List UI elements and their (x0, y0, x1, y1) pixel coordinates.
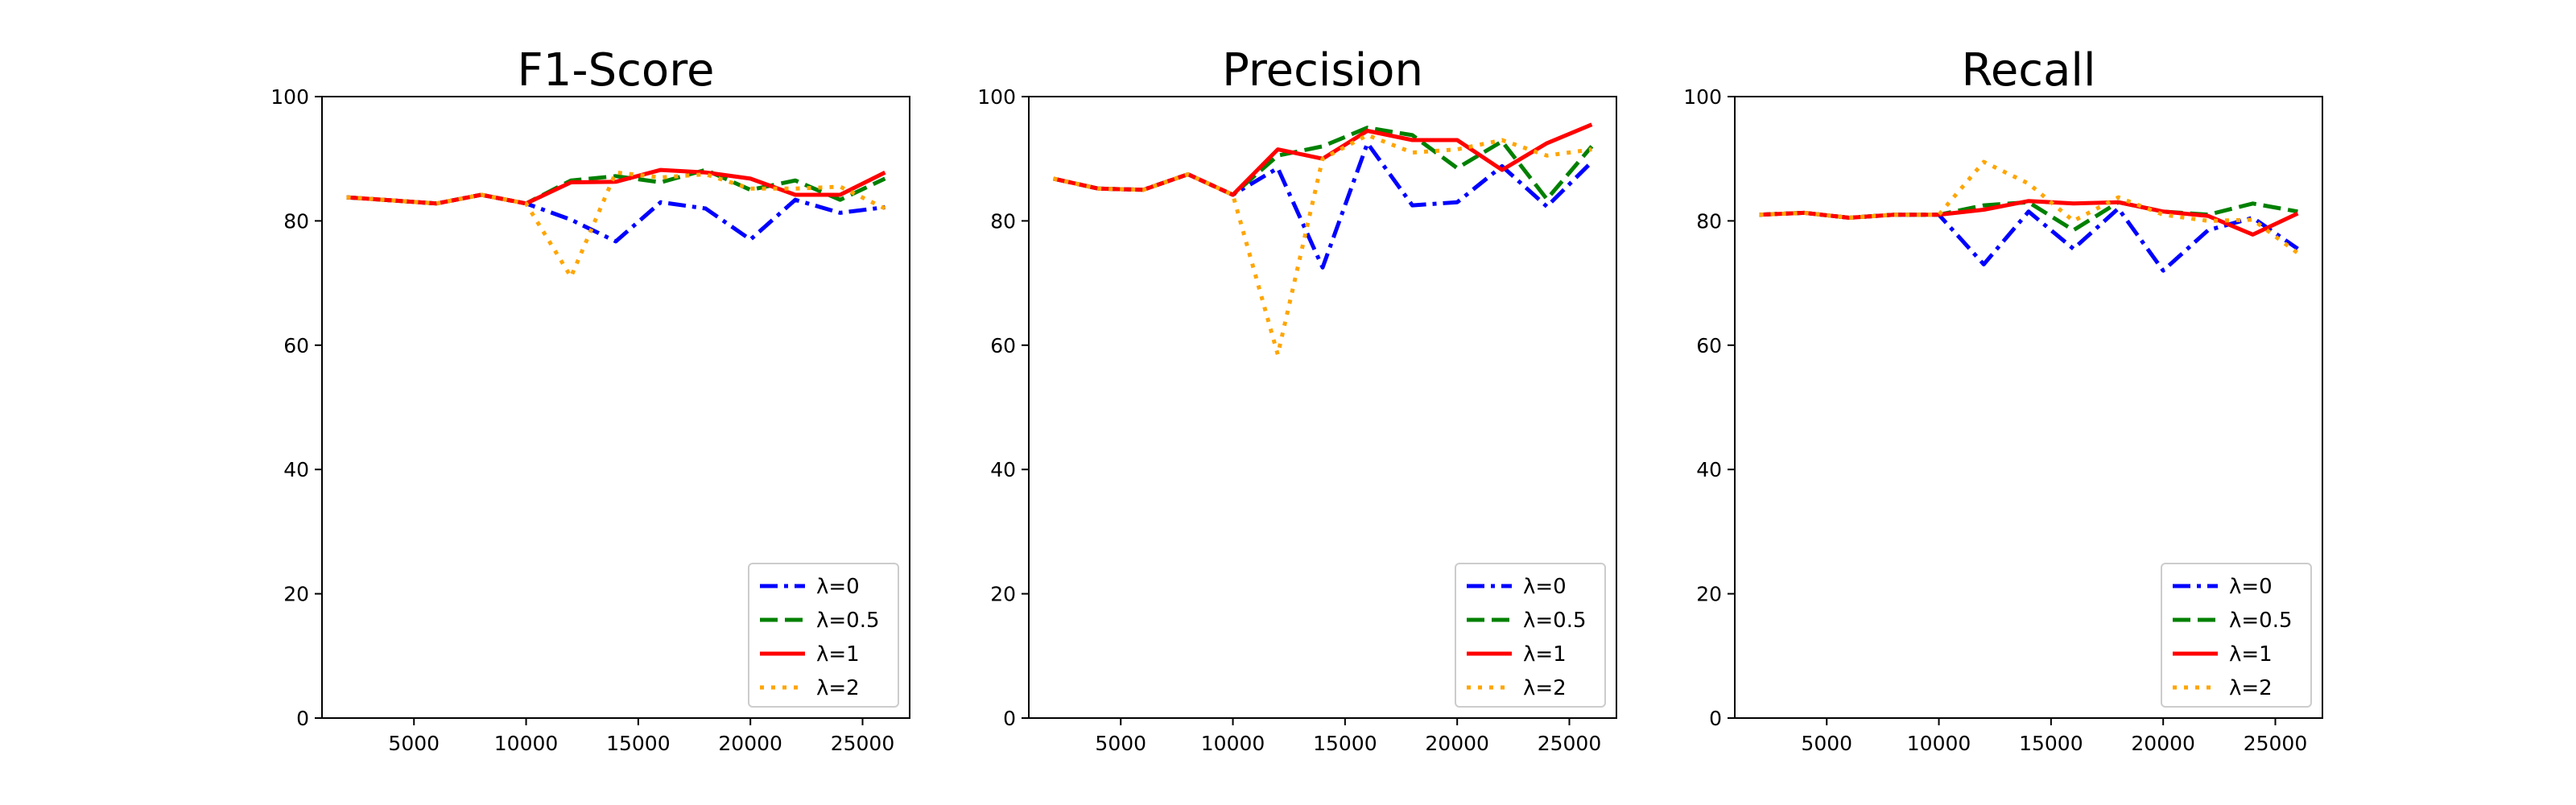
chart-title: F1-Score (518, 44, 715, 97)
legend-label: λ=0 (1523, 575, 1567, 599)
plot-frame (321, 96, 910, 719)
legend-label: λ=0.5 (2229, 609, 2293, 633)
x-tick-label: 20000 (1425, 732, 1489, 755)
series-line-4 (346, 170, 886, 279)
legend: λ=0 λ=0.5 λ=1 λ=2 (748, 563, 899, 708)
series-line-3 (346, 167, 886, 206)
x-tick-label: 10000 (1907, 732, 1971, 755)
series-line-3 (1759, 199, 2299, 237)
legend-label: λ=2 (1523, 676, 1567, 700)
plot-frame (1028, 96, 1617, 719)
y-tick-label: 100 (270, 85, 309, 109)
y-tick-label: 20 (283, 583, 309, 606)
x-tick-label: 15000 (606, 732, 671, 755)
x-tick-label: 25000 (1538, 732, 1602, 755)
chart-title: Precision (1222, 44, 1423, 97)
x-tick-label: 25000 (831, 732, 895, 755)
x-tick-label: 20000 (2131, 732, 2195, 755)
x-tick-label: 15000 (1313, 732, 1377, 755)
legend: λ=0 λ=0.5 λ=1 λ=2 (1455, 563, 1606, 708)
chart-panel-1: F1-Score 5000 10000 15000 20000 25000 0 20 40 60 8… (270, 44, 910, 755)
y-tick-label: 60 (1696, 334, 1722, 357)
x-tick-label: 25000 (2244, 732, 2308, 755)
y-tick-label: 100 (1683, 85, 1722, 109)
series-line-1 (1053, 141, 1594, 270)
legend-label: λ=2 (2229, 676, 2273, 700)
legend-box (2161, 563, 2312, 708)
y-tick-label: 0 (1003, 707, 1016, 730)
y-tick-label: 60 (990, 334, 1016, 357)
legend-label: λ=1 (2229, 642, 2273, 667)
y-tick-label: 80 (990, 209, 1016, 233)
series-line-2 (346, 167, 886, 206)
y-tick-label: 40 (1696, 458, 1722, 481)
legend-label: λ=0.5 (816, 609, 880, 633)
chart-title: Recall (1961, 44, 2095, 97)
x-tick-label: 15000 (2019, 732, 2083, 755)
plot-frame (1734, 96, 2323, 719)
legend-box (1455, 563, 1606, 708)
series-line-4 (1759, 159, 2299, 255)
y-tick-label: 20 (990, 583, 1016, 606)
legend-label: λ=0 (2229, 575, 2273, 599)
legend-label: λ=0 (816, 575, 860, 599)
legend-box (748, 563, 899, 708)
y-tick-label: 20 (1696, 583, 1722, 606)
y-tick-label: 40 (283, 458, 309, 481)
y-tick-label: 100 (977, 85, 1016, 109)
y-tick-label: 80 (1696, 209, 1722, 233)
legend: λ=0 λ=0.5 λ=1 λ=2 (2161, 563, 2312, 708)
y-tick-label: 40 (990, 458, 1016, 481)
chart-panel-2: Precision 5000 10000 15000 20000 25000 0 20 40 60… (977, 44, 1617, 755)
x-tick-label: 10000 (1201, 732, 1265, 755)
y-tick-label: 80 (283, 209, 309, 233)
x-tick-label: 5000 (1095, 732, 1146, 755)
y-tick-label: 0 (1709, 707, 1722, 730)
series-line-1 (1759, 206, 2299, 273)
series-line-4 (1053, 133, 1592, 357)
y-tick-label: 0 (296, 707, 309, 730)
chart-panel-3: Recall 5000 10000 15000 20000 25000 0 20 40 60 80 1… (1683, 44, 2323, 755)
series-line-1 (346, 192, 886, 244)
legend-label: λ=1 (816, 642, 860, 667)
x-tick-label: 5000 (388, 732, 440, 755)
x-tick-label: 20000 (718, 732, 782, 755)
y-tick-label: 60 (283, 334, 309, 357)
legend-label: λ=0.5 (1523, 609, 1587, 633)
legend-label: λ=2 (816, 676, 860, 700)
x-tick-label: 5000 (1801, 732, 1852, 755)
legend-label: λ=1 (1523, 642, 1567, 667)
x-tick-label: 10000 (494, 732, 559, 755)
